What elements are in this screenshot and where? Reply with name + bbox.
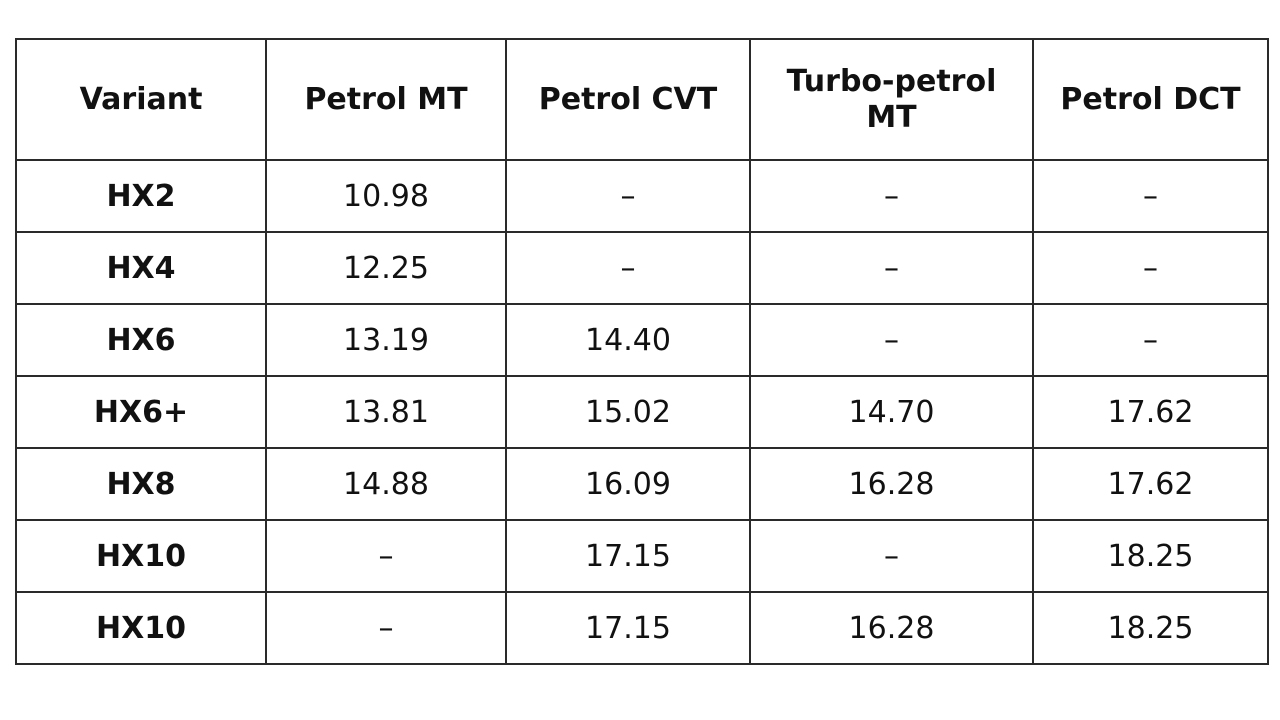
variant-cell: HX8 [15,447,267,521]
value-cell: 17.15 [505,519,751,593]
variant-cell: HX2 [15,159,267,233]
value-cell: 16.28 [749,447,1034,521]
header-cell: Turbo-petrol MT [749,38,1034,161]
header-text: Petrol CVT [538,81,718,117]
table-body: HX2 10.98– – – HX4 12.25– – – HX6 13.19 14.40– – HX6… [15,159,1269,665]
value-cell: 16.28 [749,591,1034,665]
value-cell: – [749,303,1034,377]
variant-cell: HX10 [15,519,267,593]
value-cell: – [1032,159,1269,233]
header-text: Petrol DCT [1060,81,1241,117]
header-cell: Petrol MT [265,38,507,161]
header-cell: Petrol DCT [1032,38,1269,161]
table-head: Variant Petrol MT Petrol CVT Turbo-petrol M… [15,38,1269,161]
value-cell: 17.62 [1032,375,1269,449]
value-cell: – [1032,231,1269,305]
value-cell: 17.62 [1032,447,1269,521]
value-cell: 14.70 [749,375,1034,449]
table-row: HX8 14.88 16.09 16.28 17.62 [15,447,1269,521]
value-cell: 10.98 [265,159,507,233]
value-cell: 14.40 [505,303,751,377]
value-cell: 12.25 [265,231,507,305]
value-cell: – [749,159,1034,233]
header-cell: Variant [15,38,267,161]
header-row: Variant Petrol MT Petrol CVT Turbo-petrol M… [15,38,1269,161]
value-cell: 15.02 [505,375,751,449]
value-cell: – [265,519,507,593]
variant-cell: HX6 [15,303,267,377]
table-row: HX4 12.25– – – [15,231,1269,305]
value-cell: – [1032,303,1269,377]
header-text: Petrol MT [304,81,468,117]
variant-cell: HX4 [15,231,267,305]
variant-cell: HX6+ [15,375,267,449]
value-cell: – [505,159,751,233]
header-text: Variant [79,81,203,117]
table-row: HX6+ 13.81 15.02 14.70 17.62 [15,375,1269,449]
value-cell: 18.25 [1032,591,1269,665]
header-cell: Petrol CVT [505,38,751,161]
table-row: HX10–17.15 16.28 18.25 [15,591,1269,665]
table-row: HX2 10.98– – – [15,159,1269,233]
value-cell: – [749,519,1034,593]
value-cell: 13.19 [265,303,507,377]
value-cell: – [505,231,751,305]
table-row: HX6 13.19 14.40– – [15,303,1269,377]
header-text: Turbo-petrol MT [786,63,997,135]
value-cell: 16.09 [505,447,751,521]
value-cell: 14.88 [265,447,507,521]
value-cell: 17.15 [505,591,751,665]
value-cell: 18.25 [1032,519,1269,593]
variant-cell: HX10 [15,591,267,665]
value-cell: 13.81 [265,375,507,449]
value-cell: – [749,231,1034,305]
value-cell: – [265,591,507,665]
data-table: Variant Petrol MT Petrol CVT Turbo-petrol M… [15,38,1269,665]
table-row: HX10–17.15–18.25 [15,519,1269,593]
